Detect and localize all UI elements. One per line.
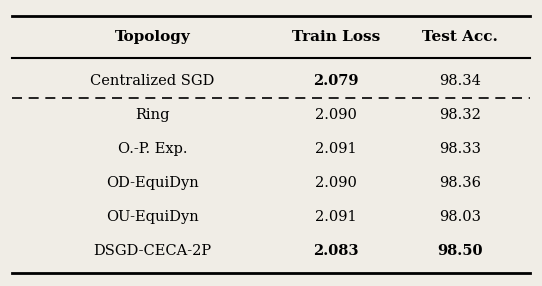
Text: DSGD-CECA-2P: DSGD-CECA-2P (93, 244, 211, 258)
Text: 2.091: 2.091 (315, 210, 357, 224)
Text: 2.091: 2.091 (315, 142, 357, 156)
Text: Centralized SGD: Centralized SGD (90, 74, 215, 88)
Text: 98.03: 98.03 (438, 210, 481, 224)
Text: Ring: Ring (135, 108, 170, 122)
Text: OU-EquiDyn: OU-EquiDyn (106, 210, 199, 224)
Text: 2.090: 2.090 (315, 108, 357, 122)
Text: 2.083: 2.083 (313, 244, 358, 258)
Text: 98.33: 98.33 (438, 142, 481, 156)
Text: Topology: Topology (114, 30, 190, 44)
Text: Train Loss: Train Loss (292, 30, 380, 44)
Text: OD-EquiDyn: OD-EquiDyn (106, 176, 199, 190)
Text: 98.50: 98.50 (437, 244, 482, 258)
Text: Test Acc.: Test Acc. (422, 30, 498, 44)
Text: O.-P. Exp.: O.-P. Exp. (118, 142, 187, 156)
Text: 2.090: 2.090 (315, 176, 357, 190)
Text: 98.36: 98.36 (438, 176, 481, 190)
Text: 2.079: 2.079 (313, 74, 358, 88)
Text: 98.34: 98.34 (439, 74, 481, 88)
Text: 98.32: 98.32 (439, 108, 481, 122)
